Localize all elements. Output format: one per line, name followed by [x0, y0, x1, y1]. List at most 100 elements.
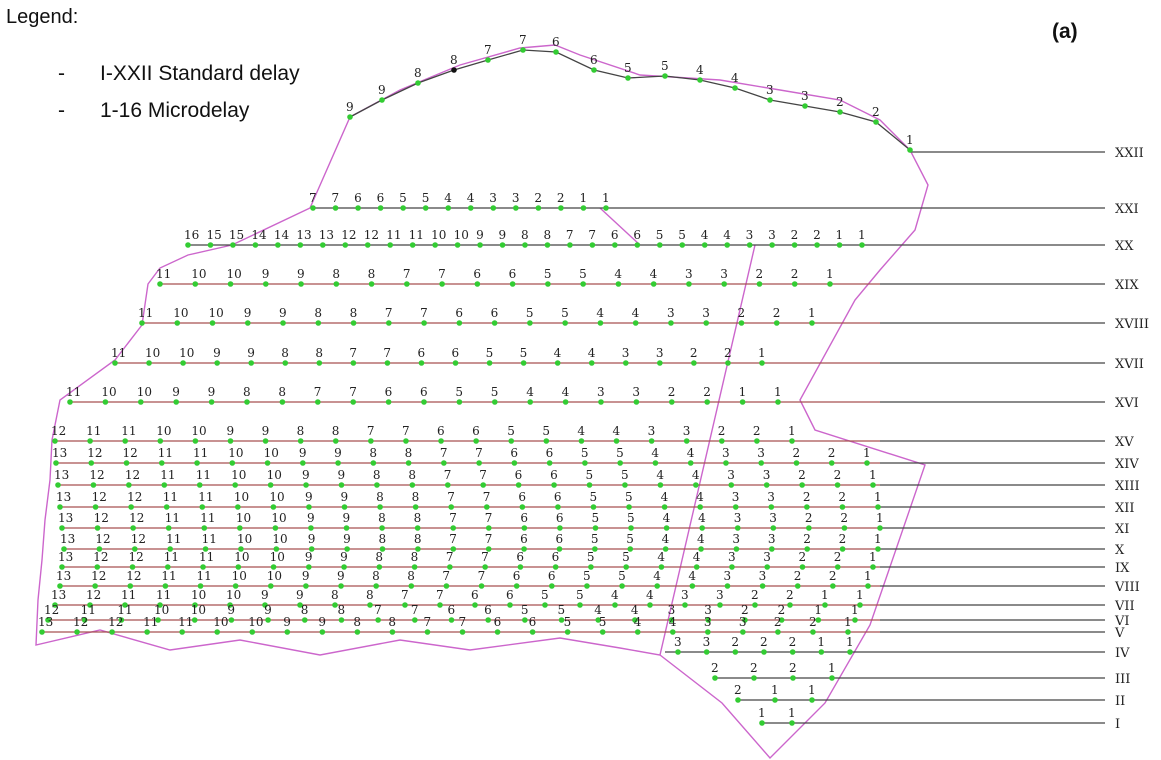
- blast-hole: [591, 67, 597, 73]
- bench-boundary-line: [599, 207, 641, 246]
- blast-hole: [787, 602, 793, 608]
- row-label: IV: [1115, 646, 1130, 661]
- blast-hole: [192, 438, 199, 444]
- microdelay-number: 5: [621, 468, 629, 482]
- microdelay-number: 6: [484, 603, 492, 617]
- microdelay-number: 13: [52, 446, 67, 460]
- microdelay-number: 6: [510, 446, 518, 460]
- microdelay-number: 11: [81, 603, 96, 617]
- microdelay-number: 2: [834, 550, 842, 564]
- blast-hole: [521, 546, 527, 552]
- microdelay-number: 4: [698, 511, 706, 525]
- blast-hole: [422, 205, 429, 211]
- microdelay-number: 11: [202, 532, 217, 546]
- blast-hole: [451, 67, 457, 73]
- blast-hole: [474, 281, 481, 287]
- blast-hole: [612, 602, 618, 608]
- blast-hole: [723, 460, 729, 466]
- blast-hole: [109, 629, 115, 635]
- blast-hole: [185, 242, 191, 248]
- blast-hole: [527, 320, 533, 326]
- blast-hole: [112, 360, 118, 366]
- microdelay-number: 11: [111, 346, 126, 360]
- microdelay-number: 6: [452, 346, 460, 360]
- microdelay-number: 9: [476, 228, 484, 242]
- blast-hole: [770, 525, 777, 531]
- microdelay-number: 4: [614, 267, 622, 281]
- blast-hole: [513, 205, 519, 211]
- blast-hole: [315, 399, 321, 405]
- blast-hole: [88, 460, 95, 466]
- microdelay-number: 2: [794, 569, 802, 583]
- microdelay-number: 11: [198, 490, 213, 504]
- blast-hole: [626, 504, 632, 510]
- microdelay-number: 9: [305, 490, 313, 504]
- microdelay-number: 2: [741, 603, 749, 617]
- microdelay-number: 7: [449, 511, 457, 525]
- microdelay-number: 11: [143, 615, 158, 629]
- microdelay-number: 8: [411, 550, 419, 564]
- blast-row: XV 12 11 11 10 10 9 9 8 8 7 7 6 6 5 5 4 4 3 3 2 2 1: [51, 424, 1134, 450]
- microdelay-number: 8: [366, 588, 374, 602]
- blast-hole: [235, 504, 241, 510]
- microdelay-number: 11: [200, 511, 215, 525]
- microdelay-number: 3: [723, 569, 731, 583]
- blast-hole: [759, 360, 765, 366]
- blast-row: XVIII 11 10 10 9 9 8 8 7 7 6 6 5 5 4 4 3 3 2 2 1: [138, 306, 1149, 332]
- microdelay-number: 11: [66, 385, 81, 399]
- blast-hole: [424, 629, 431, 635]
- microdelay-number: 3: [769, 511, 777, 525]
- microdelay-number: 2: [789, 635, 797, 649]
- microdelay-number: 7: [402, 424, 410, 438]
- blast-hole: [845, 629, 851, 635]
- blast-hole: [262, 281, 269, 287]
- microdelay-number: 4: [651, 446, 659, 460]
- blast-hole: [865, 583, 871, 589]
- microdelay-number: 4: [687, 446, 695, 460]
- legend-item-label: I-XXII Standard delay: [100, 62, 300, 85]
- microdelay-number: 9: [297, 267, 305, 281]
- microdelay-number: 3: [739, 615, 747, 629]
- blast-hole: [194, 460, 200, 466]
- microdelay-number: 3: [722, 446, 730, 460]
- microdelay-number: 2: [840, 511, 848, 525]
- blast-hole: [227, 438, 234, 444]
- blast-hole: [130, 525, 136, 531]
- microdelay-number: 4: [693, 550, 701, 564]
- blast-row: VIII 13 12 12 11 11 10 10 9 9 8 8 7 7 6 6 5 5 4 4 3 3 2 2 1: [56, 569, 1140, 595]
- microdelay-number: 9: [244, 306, 252, 320]
- blast-hole: [675, 649, 681, 655]
- blast-hole: [370, 460, 377, 466]
- blast-hole: [473, 438, 479, 444]
- microdelay-number: 12: [129, 550, 144, 564]
- microdelay-number: 6: [555, 532, 563, 546]
- microdelay-number: 6: [516, 550, 524, 564]
- blast-hole: [732, 85, 738, 91]
- blast-hole: [459, 629, 466, 635]
- legend-dash: -: [58, 99, 65, 122]
- blast-hole: [772, 697, 778, 703]
- microdelay-number: 9: [341, 490, 349, 504]
- microdelay-number: 12: [93, 550, 108, 564]
- blast-hole: [834, 564, 841, 570]
- microdelay-number: 5: [422, 191, 430, 205]
- microdelay-number: 7: [423, 615, 431, 629]
- blast-hole: [590, 504, 597, 510]
- microdelay-number: 7: [481, 550, 489, 564]
- blast-hole: [443, 583, 450, 589]
- microdelay-number: 7: [401, 588, 409, 602]
- microdelay-number: 1: [808, 683, 816, 697]
- blast-hole: [303, 583, 309, 589]
- microdelay-number: 4: [613, 424, 621, 438]
- legend-item-label: 1-16 Microdelay: [100, 99, 250, 122]
- microdelay-number: 1: [864, 569, 872, 583]
- blast-hole: [476, 460, 482, 466]
- blast-row: X 13 12 12 11 11 10 10 9 9 8 8 7 7 6 6 5 5 4 4 3 3 2 2 1: [60, 532, 1125, 558]
- blast-hole: [668, 320, 674, 326]
- blast-hole: [513, 583, 520, 589]
- microdelay-number: 14: [274, 228, 290, 242]
- microdelay-number: 3: [622, 346, 630, 360]
